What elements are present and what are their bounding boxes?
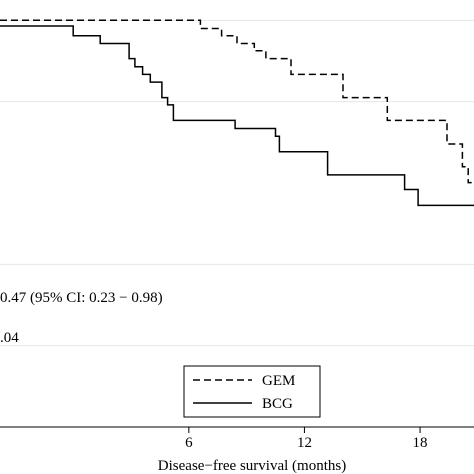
x-axis: 6 12 18 (0, 426, 474, 451)
series-line-gem (0, 19, 474, 184)
legend: GEM BCG (183, 365, 321, 418)
survival-curves (0, 19, 474, 207)
legend-label-bcg: BCG (262, 396, 293, 412)
series-line-bcg (0, 25, 474, 207)
annotation-hazard-ratio: 0.47 (95% CI: 0.23 − 0.98) (0, 290, 163, 306)
x-axis-label: Disease−free survival (months) (158, 458, 346, 474)
x-tick-label-12: 12 (297, 435, 312, 451)
legend-label-gem: GEM (262, 373, 295, 389)
legend-box (183, 365, 321, 418)
annotation-p-value: .04 (0, 330, 19, 346)
x-tick-label-6: 6 (185, 435, 193, 451)
x-tick-label-18: 18 (413, 435, 428, 451)
